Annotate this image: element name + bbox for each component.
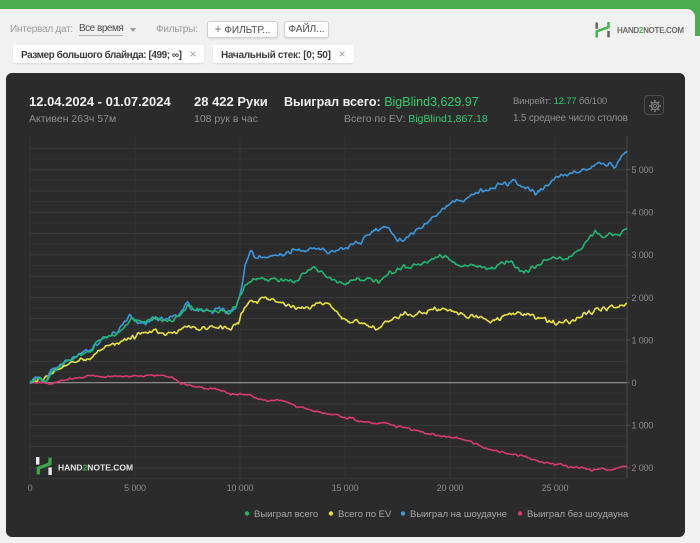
svg-text:3 000: 3 000 [632,250,654,260]
svg-text:Выиграл на шоудауне: Выиграл на шоудауне [410,509,507,520]
svg-text:2 000: 2 000 [632,293,654,303]
svg-text:20 000: 20 000 [437,483,464,493]
svg-text:5 000: 5 000 [632,165,654,175]
svg-text:15 000: 15 000 [332,483,359,493]
svg-text:1 000: 1 000 [632,335,654,345]
svg-text:1 000: 1 000 [632,421,654,431]
svg-text:5 000: 5 000 [124,483,146,493]
svg-text:25 000: 25 000 [542,483,569,493]
svg-text:Всего по EV: Всего по EV [338,509,392,520]
svg-text:4 000: 4 000 [632,208,654,218]
svg-text:2 000: 2 000 [632,463,654,473]
svg-text:Выиграл всего: Выиграл всего [254,509,318,520]
svg-text:Выиграл без шоудауна: Выиграл без шоудауна [527,509,629,520]
svg-text:0: 0 [632,378,637,388]
svg-text:10 000: 10 000 [227,483,254,493]
svg-text:0: 0 [28,483,33,493]
svg-text:HAND2NOTE.COM: HAND2NOTE.COM [58,463,133,473]
